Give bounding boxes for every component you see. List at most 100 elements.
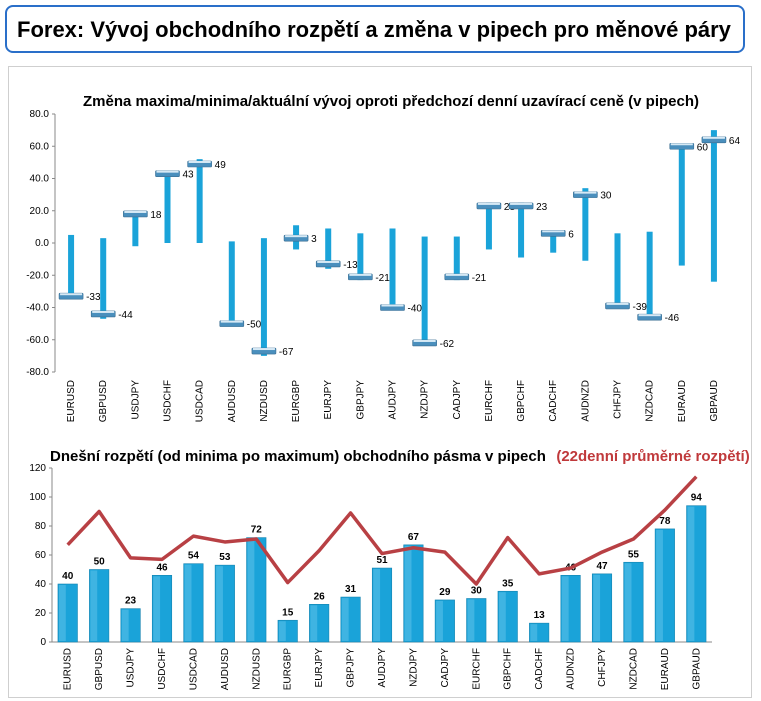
bar-value-label: 15 [282, 607, 294, 618]
range-bar [389, 228, 396, 308]
chart2-y-tick-label: 20 [35, 608, 47, 619]
range-bar-highlight [121, 609, 129, 641]
bar-value-label: 54 [188, 551, 200, 562]
range-bar-highlight [310, 605, 318, 641]
chart1-x-tick-label: EURGBP [291, 380, 302, 423]
range-bar-highlight [90, 570, 98, 641]
range-bar [132, 210, 139, 247]
chart1-x-tick-label: CHFJPY [613, 380, 624, 419]
bar-value-label: 31 [345, 584, 357, 595]
chart1-y-tick-label: 20.0 [30, 206, 50, 217]
current-value-label: -40 [408, 304, 423, 315]
range-bar-highlight [436, 600, 443, 641]
chart1-x-tick-label: GBPJPY [355, 380, 366, 420]
current-marker-highlight [252, 348, 275, 351]
current-marker-highlight [220, 320, 243, 323]
bar-value-label: 35 [502, 578, 514, 589]
bar-value-label: 47 [596, 561, 608, 572]
chart1-axes: -80.0 -60.0 -40.0 -20.0 0.0 20.0 40.0 60.0 80.0 E… [26, 109, 720, 422]
chart2-title-group: Dnešní rozpětí (od minima po maximum) ob… [50, 448, 750, 465]
current-value-label: -21 [472, 273, 487, 284]
range-bar-highlight [561, 576, 569, 641]
range-bar [164, 172, 171, 243]
current-value-label: 3 [311, 234, 317, 245]
chart2-y-tick-label: 100 [29, 492, 46, 503]
chart2-x-tick-label: GBPJPY [346, 648, 357, 688]
range-bar-highlight [278, 621, 286, 641]
chart1-y-tick-label: -60.0 [26, 335, 49, 346]
bar-value-label: 46 [156, 562, 168, 573]
current-marker-highlight [60, 293, 83, 296]
page-title: Forex: Vývoj obchodního rozpětí a změna … [17, 17, 731, 42]
chart2-y-tick-label: 40 [35, 579, 47, 590]
chart2-x-tick-label: USDCHF [157, 648, 168, 690]
chart1-x-tick-label: EURAUD [677, 380, 688, 422]
current-marker-highlight [188, 160, 211, 163]
current-marker-highlight [477, 202, 500, 205]
range-bar-highlight [247, 538, 255, 641]
chart1-x-tick-label: USDJPY [130, 380, 141, 420]
range-bar [646, 231, 653, 319]
bar-value-label: 13 [534, 610, 546, 621]
range-bar [518, 202, 525, 258]
range-bar-highlight [593, 574, 601, 641]
range-bar [100, 238, 107, 319]
chart1-y-tick-label: -80.0 [26, 367, 49, 378]
range-bar [196, 159, 203, 243]
range-bar [357, 233, 364, 281]
current-marker-highlight [638, 314, 661, 317]
chart2-x-tick-label: GBPCHF [503, 648, 514, 690]
current-value-label: 30 [600, 191, 612, 202]
bar-value-label: 30 [471, 586, 483, 597]
chart2-x-tick-label: AUDNZD [566, 648, 577, 690]
current-value-label: 43 [183, 170, 195, 181]
chart2-x-tick-label: EURUSD [63, 648, 74, 690]
bar-value-label: 29 [439, 587, 451, 598]
chart1-x-tick-label: NZDJPY [420, 380, 431, 419]
range-bar [550, 230, 557, 253]
range-bar [228, 241, 235, 324]
chart2-x-tick-label: NZDJPY [408, 648, 419, 687]
chart1-y-tick-label: -40.0 [26, 303, 49, 314]
current-value-label: -50 [247, 320, 262, 331]
chart1-x-tick-label: EURJPY [323, 380, 334, 420]
current-value-label: 64 [729, 136, 741, 147]
range-bar-highlight [404, 545, 412, 641]
chart1-x-tick-label: EURCHF [484, 380, 495, 422]
range-bar [614, 233, 621, 306]
current-marker-highlight [156, 170, 179, 173]
current-marker-highlight [285, 235, 308, 238]
current-value-label: 60 [697, 142, 709, 153]
current-value-label: -44 [118, 310, 133, 321]
chart1-x-tick-label: NZDUSD [259, 380, 270, 422]
bar-value-label: 50 [94, 557, 106, 568]
chart2-x-tick-label: GBPUSD [94, 648, 105, 690]
range-bar [68, 234, 75, 297]
chart1-y-tick-label: 60.0 [30, 141, 50, 152]
chart1-y-tick-label: 40.0 [30, 174, 50, 185]
chart2-x-tick-label: EURGBP [283, 648, 294, 691]
chart1-y-tick-label: -20.0 [26, 270, 49, 281]
bar-value-label: 67 [408, 532, 420, 543]
range-bar [421, 236, 428, 343]
current-value-label: -33 [86, 292, 101, 303]
current-marker-highlight [445, 273, 468, 276]
chart2-x-tick-label: CADCHF [534, 648, 545, 690]
chart1-x-tick-label: USDCAD [195, 380, 206, 422]
bar-value-label: 94 [691, 493, 703, 504]
chart2-y-tick-label: 0 [40, 637, 46, 648]
range-bar-highlight [656, 529, 663, 641]
bar-value-label: 72 [251, 525, 263, 536]
range-bar [485, 202, 492, 250]
current-value-label: 23 [536, 202, 548, 213]
bar-value-label: 40 [62, 571, 74, 582]
current-marker-highlight [510, 202, 533, 205]
chart2-y-tick-label: 60 [35, 550, 47, 561]
current-value-label: -46 [665, 313, 680, 324]
chart1-x-tick-label: GBPCHF [516, 380, 527, 422]
chart2-y-tick-label: 120 [29, 463, 46, 474]
chart2-x-tick-label: EURJPY [314, 648, 325, 688]
header-box: Forex: Vývoj obchodního rozpětí a změna … [5, 5, 745, 53]
range-bar-highlight [216, 566, 223, 641]
